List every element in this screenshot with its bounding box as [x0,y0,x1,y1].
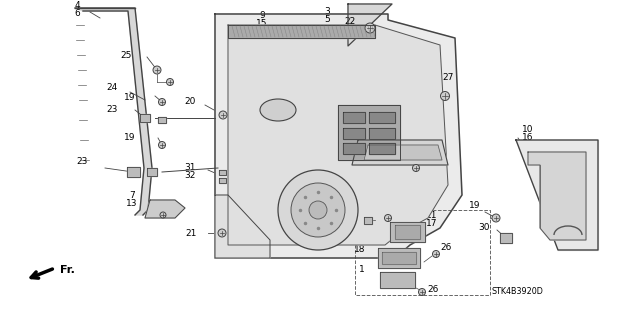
Polygon shape [140,114,150,122]
Text: 26: 26 [440,243,451,253]
Circle shape [309,201,327,219]
Text: 34: 34 [408,131,420,140]
Polygon shape [218,169,225,174]
Circle shape [219,111,227,119]
Polygon shape [215,195,270,258]
Text: 26: 26 [427,286,438,294]
Text: 19: 19 [367,204,378,212]
Text: 31: 31 [184,164,196,173]
Text: 27: 27 [337,204,348,212]
Text: 23: 23 [107,106,118,115]
Text: Fr.: Fr. [60,265,75,275]
Polygon shape [378,248,420,268]
Text: 9: 9 [259,11,265,20]
Circle shape [153,66,161,74]
Polygon shape [369,112,395,123]
Circle shape [492,214,500,222]
Polygon shape [228,25,448,245]
Polygon shape [369,128,395,139]
Polygon shape [215,14,462,258]
Text: 19: 19 [394,158,405,167]
Text: 21: 21 [186,228,197,238]
Ellipse shape [260,99,296,121]
Polygon shape [390,222,425,242]
Text: 10: 10 [522,125,534,135]
Text: 12: 12 [354,238,365,247]
Polygon shape [382,252,416,264]
Text: 19: 19 [124,133,135,143]
Text: 7: 7 [129,191,135,201]
Text: 24: 24 [107,84,118,93]
Text: 2: 2 [282,49,288,58]
Polygon shape [147,168,157,176]
Text: 17: 17 [426,219,438,227]
Text: 22: 22 [344,18,355,26]
Circle shape [166,78,173,85]
Circle shape [278,170,358,250]
Text: 15: 15 [256,19,268,28]
Circle shape [159,99,166,106]
Polygon shape [228,25,375,38]
Circle shape [433,250,440,257]
Circle shape [419,288,426,295]
Polygon shape [343,143,365,154]
Text: 19: 19 [124,93,135,102]
Text: 33: 33 [408,123,420,132]
Text: 5: 5 [324,16,330,25]
Text: 6: 6 [74,10,80,19]
Polygon shape [500,233,512,243]
Polygon shape [348,4,392,46]
Circle shape [160,212,166,218]
Circle shape [440,92,449,100]
Text: 32: 32 [184,172,196,181]
Polygon shape [343,128,365,139]
Text: 19: 19 [468,202,480,211]
Polygon shape [516,140,598,250]
Text: 18: 18 [353,246,365,255]
Text: 30: 30 [479,224,490,233]
Circle shape [385,214,392,221]
Polygon shape [395,225,420,239]
Text: 1: 1 [359,265,365,275]
Circle shape [291,183,345,237]
Polygon shape [75,8,152,215]
Circle shape [218,229,226,237]
Text: 23: 23 [77,158,88,167]
Text: 27: 27 [442,73,454,83]
Text: STK4B3920D: STK4B3920D [492,287,544,296]
Circle shape [413,165,419,172]
Polygon shape [364,217,372,224]
Text: 16: 16 [522,133,534,143]
Polygon shape [352,140,448,165]
Polygon shape [364,145,442,160]
Polygon shape [369,143,395,154]
Polygon shape [338,105,400,160]
Text: 11: 11 [426,211,438,219]
Circle shape [159,142,166,149]
Polygon shape [528,152,586,240]
Polygon shape [158,117,166,123]
Polygon shape [127,167,140,177]
Polygon shape [343,112,365,123]
Text: 4: 4 [74,2,80,11]
Text: 25: 25 [120,50,132,60]
Text: 20: 20 [184,98,196,107]
Polygon shape [380,272,415,288]
Text: 3: 3 [324,8,330,17]
Polygon shape [218,177,225,182]
Text: 13: 13 [126,199,138,209]
Polygon shape [145,200,185,218]
Circle shape [365,23,375,33]
